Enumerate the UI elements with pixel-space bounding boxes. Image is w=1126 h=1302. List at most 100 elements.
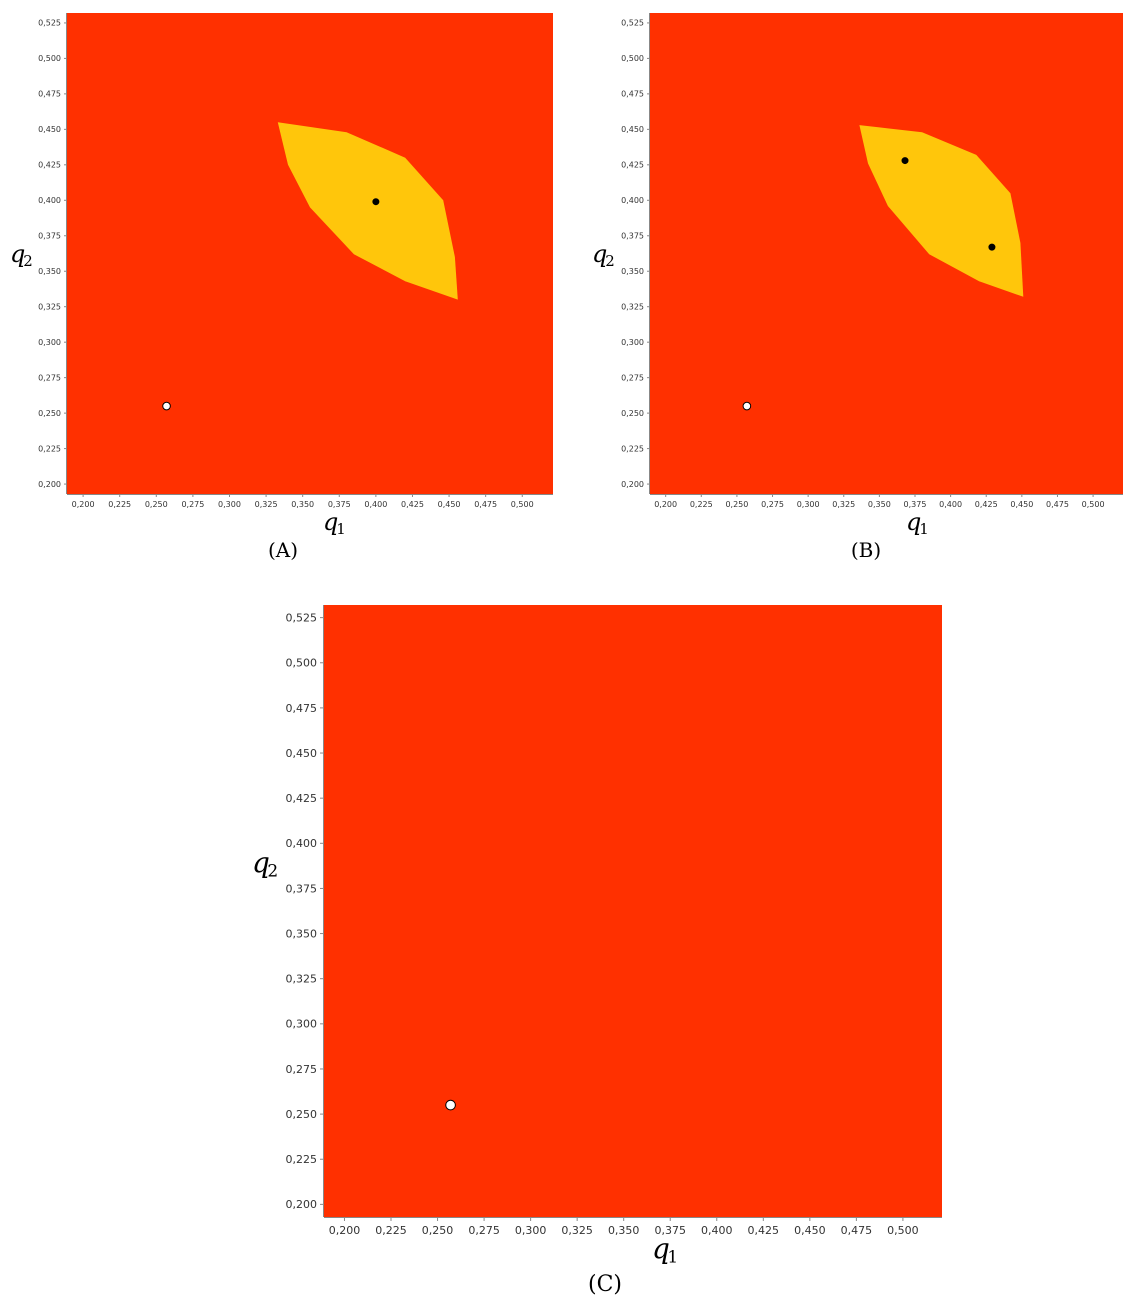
y-axis-label-subscript: 2 [605,252,615,270]
x-tick-label: 0,400 [364,500,387,509]
x-tick-label: 0,475 [841,1224,873,1237]
y-tick-label: 0,525 [286,611,318,624]
x-tick-label: 0,500 [887,1224,919,1237]
plot-background [324,605,942,1217]
x-tick-label: 0,475 [1046,500,1069,509]
x-tick-label: 0,375 [904,500,927,509]
x-tick-label: 0,325 [832,500,855,509]
x-tick-label: 0,250 [145,500,168,509]
x-axis-label-subscript: 1 [336,520,346,538]
x-tick-label: 0,275 [181,500,204,509]
x-tick-label: 0,225 [108,500,131,509]
equilibrium-point-open [742,401,752,411]
y-tick-label: 0,275 [286,1063,318,1076]
y-tick-label: 0,475 [621,90,644,99]
y-tick-label: 0,300 [38,338,61,347]
panel-caption: (B) [851,538,881,562]
y-tick-label: 0,350 [621,267,644,276]
y-tick-label: 0,250 [38,409,61,418]
feasible-region [859,125,1024,297]
x-tick-label: 0,350 [608,1224,640,1237]
y-tick-label: 0,500 [38,54,61,63]
y-tick-label: 0,300 [286,1018,318,1031]
panel-caption: (A) [268,538,298,562]
y-tick-label: 0,525 [38,19,61,28]
equilibrium-point [988,243,996,251]
chart-panel-1: 0,200 0,225 0,250 0,275 0,300 0,325 0,350 0,375… [10,13,553,562]
x-tick-label: 0,450 [1010,500,1033,509]
y-tick-label: 0,325 [38,303,61,312]
x-tick-label: 0,275 [761,500,784,509]
equilibrium-point-open [445,1099,456,1111]
y-tick-label: 0,450 [286,747,318,760]
y-tick-label: 0,250 [286,1108,318,1121]
equilibrium-point [901,157,909,165]
y-tick-label: 0,400 [286,837,318,850]
x-tick-label: 0,425 [975,500,998,509]
y-tick-label: 0,225 [621,444,644,453]
x-axis-label-subscript: 1 [919,520,929,538]
y-tick-label: 0,225 [38,444,61,453]
x-tick-label: 0,400 [939,500,962,509]
x-tick-label: 0,300 [797,500,820,509]
feasible-region [277,122,458,300]
x-tick-label: 0,250 [422,1224,454,1237]
y-tick-label: 0,375 [621,232,644,241]
y-tick-label: 0,250 [621,409,644,418]
y-tick-label: 0,475 [38,90,61,99]
y-tick-label: 0,450 [38,125,61,134]
y-tick-label: 0,425 [38,161,61,170]
x-tick-label: 0,400 [701,1224,733,1237]
x-tick-label: 0,500 [1082,500,1105,509]
x-axis-label: q [652,1232,670,1265]
y-tick-label: 0,425 [621,161,644,170]
x-tick-label: 0,425 [748,1224,780,1237]
y-tick-label: 0,525 [621,19,644,28]
y-tick-label: 0,325 [621,303,644,312]
x-tick-label: 0,250 [725,500,748,509]
y-tick-label: 0,350 [38,267,61,276]
x-tick-label: 0,350 [291,500,314,509]
y-axis-label-subscript: 2 [23,252,33,270]
plot-background [67,13,553,494]
y-axis-label: q [592,240,607,268]
y-tick-label: 0,375 [38,232,61,241]
x-tick-label: 0,500 [511,500,534,509]
x-tick-label: 0,450 [438,500,461,509]
x-axis-label-subscript: 1 [667,1247,678,1267]
y-tick-label: 0,350 [286,927,318,940]
equilibrium-point-open [162,401,171,411]
y-tick-label: 0,200 [286,1198,318,1211]
x-tick-label: 0,225 [690,500,713,509]
x-tick-label: 0,475 [474,500,497,509]
y-tick-label: 0,200 [38,480,61,489]
x-tick-label: 0,450 [794,1224,826,1237]
y-tick-label: 0,375 [286,882,318,895]
y-tick-label: 0,450 [621,125,644,134]
x-tick-label: 0,325 [255,500,278,509]
x-axis-label: q [323,508,338,536]
y-tick-label: 0,275 [38,373,61,382]
equilibrium-point [372,198,380,206]
y-tick-label: 0,325 [286,973,318,986]
x-tick-label: 0,225 [375,1224,407,1237]
y-tick-label: 0,425 [286,792,318,805]
panel-caption: (C) [588,1272,622,1297]
y-axis-label: q [252,846,270,879]
x-tick-label: 0,200 [329,1224,361,1237]
y-tick-label: 0,275 [621,373,644,382]
y-axis-label-subscript: 2 [267,861,278,881]
x-tick-label: 0,425 [401,500,424,509]
x-tick-label: 0,200 [654,500,677,509]
x-tick-label: 0,300 [515,1224,547,1237]
y-tick-label: 0,400 [621,196,644,205]
x-tick-label: 0,200 [72,500,95,509]
y-tick-label: 0,400 [38,196,61,205]
x-tick-label: 0,325 [561,1224,593,1237]
x-axis-label: q [906,508,921,536]
plot-background [650,13,1123,494]
y-tick-label: 0,225 [286,1153,318,1166]
y-tick-label: 0,200 [621,480,644,489]
x-tick-label: 0,275 [468,1224,500,1237]
